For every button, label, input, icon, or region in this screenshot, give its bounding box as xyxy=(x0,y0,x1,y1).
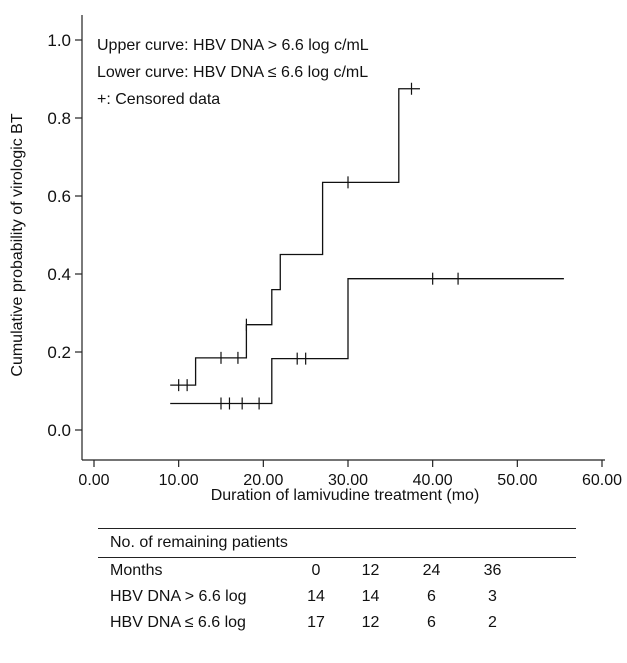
month-cell: 24 xyxy=(422,562,441,579)
x-axis-label: Duration of lamivudine treatment (mo) xyxy=(211,487,480,504)
count-cell: 14 xyxy=(307,588,325,605)
y-tick-label: 1.0 xyxy=(47,31,71,50)
km-chart: 0.0 0.2 0.4 0.6 0.8 1.0 0.00 10.00 20.00 30.00 40… xyxy=(9,15,622,504)
y-tick-label: 0.6 xyxy=(47,187,71,206)
y-tick-label: 0.8 xyxy=(47,109,71,128)
count-cell: 12 xyxy=(361,614,380,631)
y-tick-label: 0.0 xyxy=(47,421,71,440)
upper-curve-line xyxy=(170,88,420,386)
count-cell: 6 xyxy=(427,614,436,631)
annotation-lower: Lower curve: HBV DNA ≤ 6.6 log c/mL xyxy=(97,64,368,81)
row-label: HBV DNA ≤ 6.6 log xyxy=(110,614,246,631)
months-label: Months xyxy=(110,562,163,579)
x-tick-label: 30.00 xyxy=(328,472,368,489)
curves xyxy=(170,82,564,410)
count-cell: 6 xyxy=(427,588,436,605)
y-axis-label: Cumulative probability of virologic BT xyxy=(9,113,26,376)
y-ticks: 0.0 0.2 0.4 0.6 0.8 1.0 xyxy=(47,31,82,440)
y-tick-label: 0.4 xyxy=(47,265,71,284)
x-ticks: 0.00 10.00 20.00 30.00 40.00 50.00 60.00 xyxy=(78,460,622,489)
month-cell: 36 xyxy=(483,562,502,579)
lower-curve-line xyxy=(170,278,564,405)
annotation-upper: Upper curve: HBV DNA > 6.6 log c/mL xyxy=(97,37,369,54)
risk-row-high: HBV DNA > 6.6 log 14 14 6 3 xyxy=(98,584,576,610)
risk-header-row: Months 0 12 24 36 xyxy=(98,558,576,584)
risk-row-low: HBV DNA ≤ 6.6 log 17 12 6 2 xyxy=(98,610,576,636)
count-cell: 14 xyxy=(361,588,380,605)
x-tick-label: 10.00 xyxy=(159,472,199,489)
annotation-censored: +: Censored data xyxy=(97,91,220,108)
x-tick-label: 60.00 xyxy=(582,472,622,489)
month-cell: 0 xyxy=(311,562,321,579)
x-tick-label: 50.00 xyxy=(497,472,537,489)
risk-table: No. of remaining patients Months 0 12 24… xyxy=(98,528,576,636)
table-header-rule xyxy=(98,557,576,558)
count-cell: 2 xyxy=(488,614,497,631)
risk-table-title: No. of remaining patients xyxy=(110,534,288,551)
count-cell: 17 xyxy=(307,614,325,631)
count-cell: 3 xyxy=(488,588,497,605)
y-tick-label: 0.2 xyxy=(47,343,71,362)
x-tick-label: 40.00 xyxy=(413,472,453,489)
table-top-rule xyxy=(98,528,576,529)
chart-axes xyxy=(81,15,605,461)
x-tick-label: 20.00 xyxy=(243,472,283,489)
x-tick-label: 0.00 xyxy=(78,472,109,489)
row-label: HBV DNA > 6.6 log xyxy=(110,588,247,605)
month-cell: 12 xyxy=(361,562,380,579)
